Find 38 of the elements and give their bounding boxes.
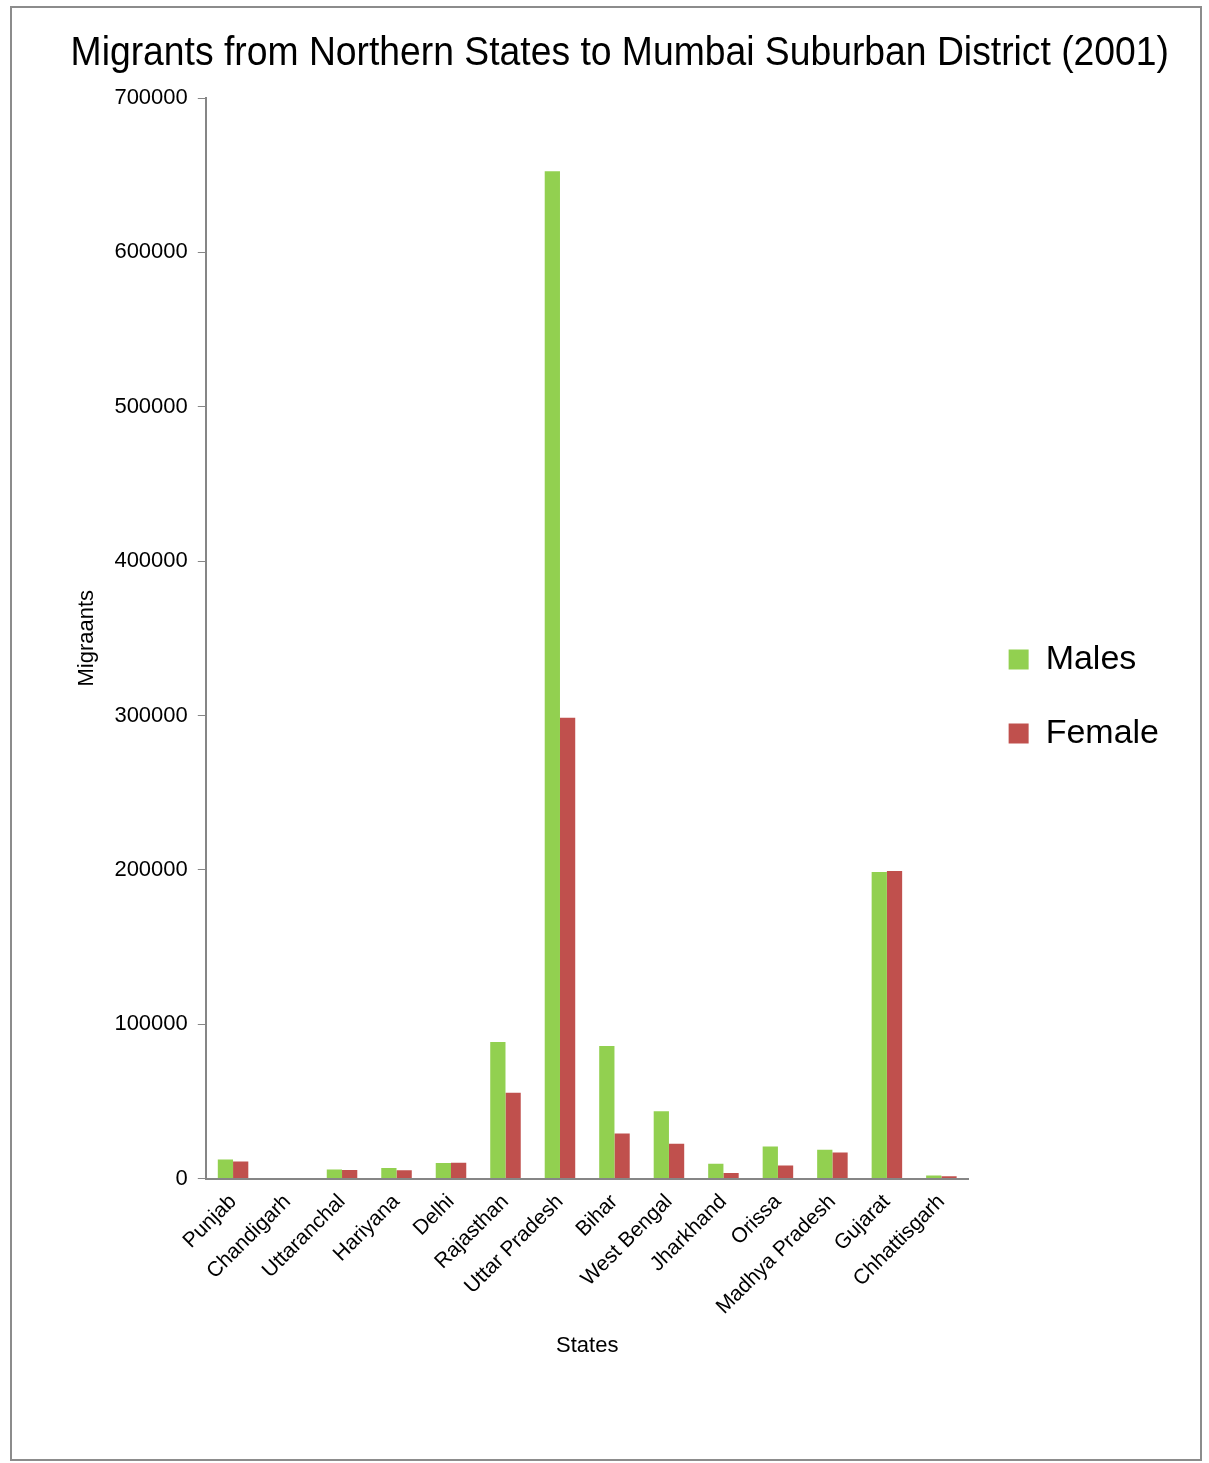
bar	[653, 1111, 669, 1179]
bar	[559, 717, 576, 1179]
y-tick-label: 400000	[114, 547, 188, 573]
bar	[490, 1041, 506, 1179]
x-axis-title: States	[556, 1331, 619, 1357]
bar	[381, 1168, 397, 1179]
bar	[926, 1175, 942, 1179]
bar	[217, 1159, 234, 1179]
bar	[451, 1162, 467, 1179]
bar	[832, 1152, 848, 1179]
chart-title: Migrants from Northern States to Mumbai Suburban District (2001)	[70, 28, 1169, 74]
bar	[599, 1045, 615, 1179]
y-tick-label: 300000	[114, 701, 188, 727]
legend-label: Males	[1045, 637, 1137, 676]
y-tick-label: 200000	[114, 855, 188, 881]
bar	[871, 872, 887, 1179]
bar	[233, 1161, 249, 1179]
bar	[505, 1092, 521, 1179]
y-tick-label: 100000	[114, 1010, 188, 1036]
y-tick-label: 500000	[114, 392, 188, 418]
bar	[777, 1165, 794, 1179]
bar	[342, 1169, 358, 1179]
bar	[817, 1149, 833, 1179]
bar	[762, 1146, 778, 1179]
y-axis-title: Migraants	[73, 589, 99, 687]
bar	[723, 1172, 739, 1179]
bar	[396, 1170, 412, 1179]
bar	[668, 1143, 685, 1179]
bar	[708, 1163, 724, 1179]
y-tick-label: 0	[175, 1164, 188, 1190]
bar	[614, 1133, 630, 1179]
y-tick-label: 700000	[114, 84, 188, 110]
bar	[886, 871, 903, 1179]
legend-label: Female	[1045, 711, 1159, 750]
bar	[544, 171, 560, 1179]
bar	[435, 1163, 451, 1179]
bar	[326, 1169, 343, 1179]
y-tick-label: 600000	[114, 238, 188, 264]
